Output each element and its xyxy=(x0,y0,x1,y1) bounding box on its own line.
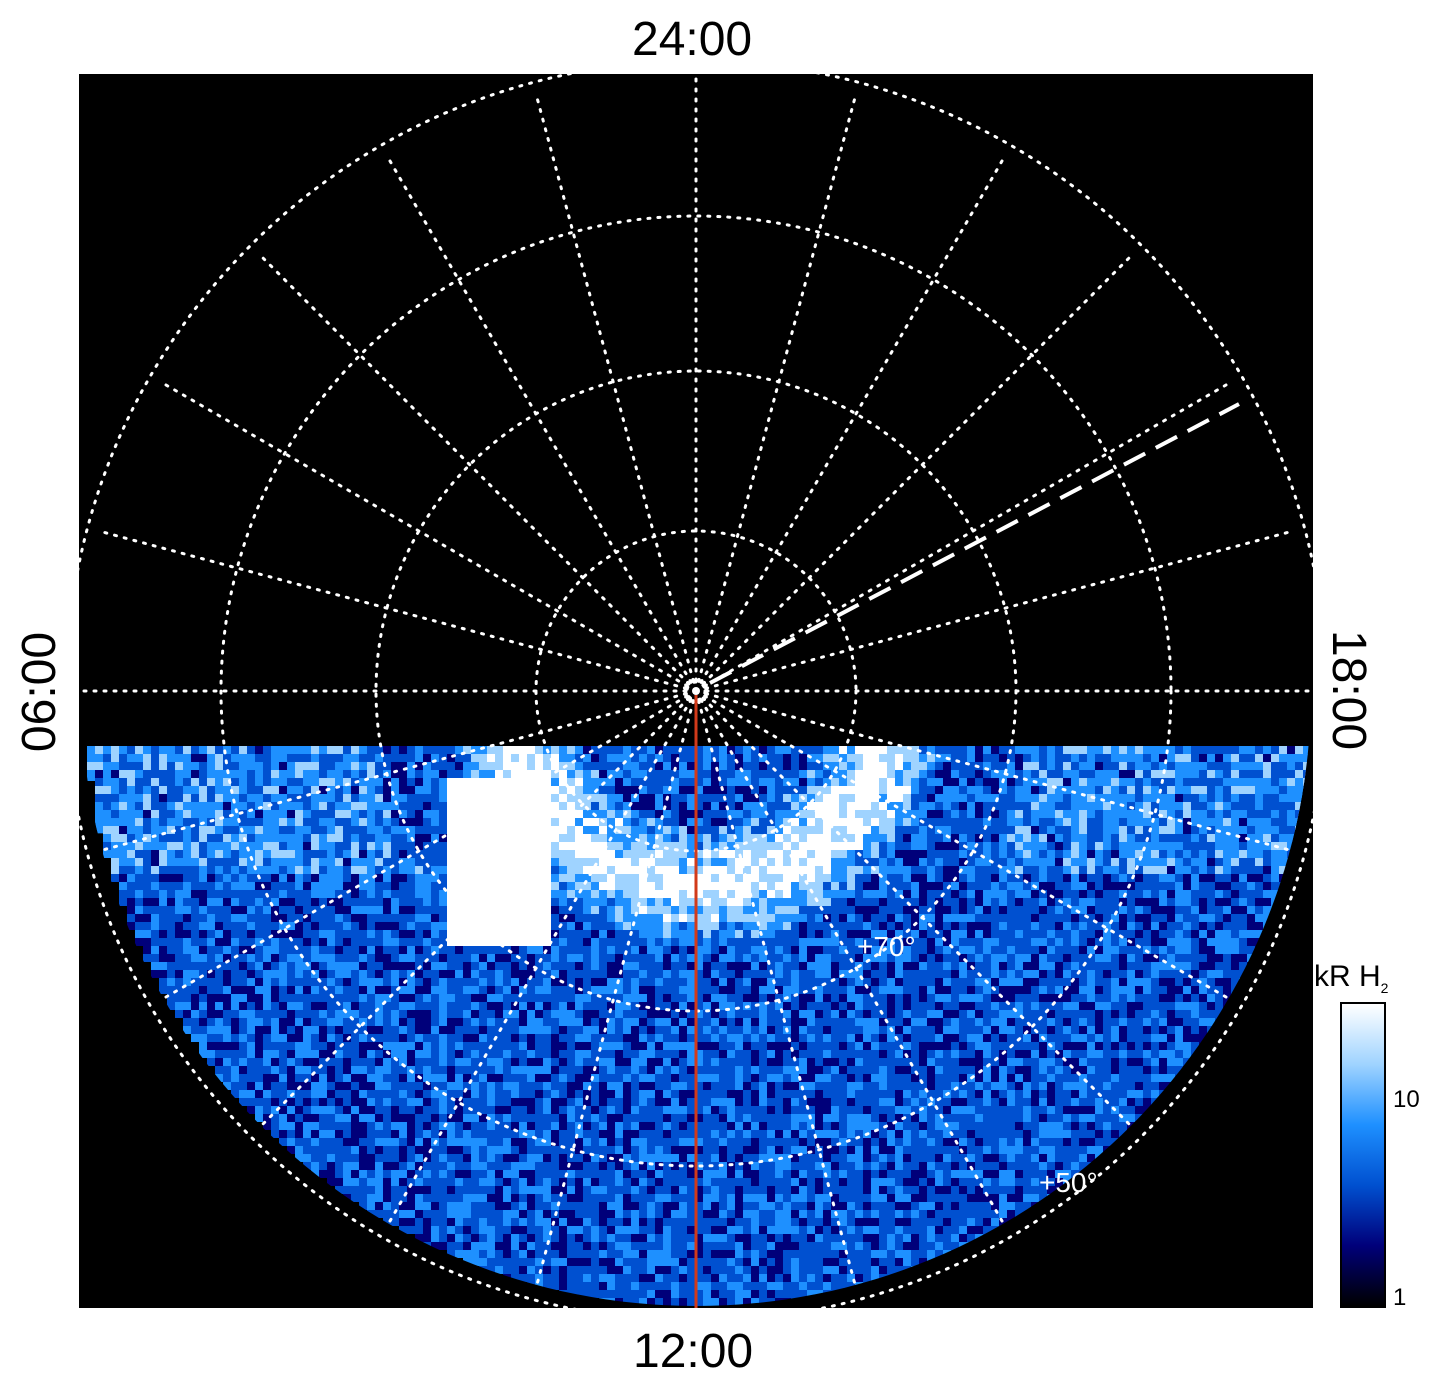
overlay-marks xyxy=(683,402,1240,1308)
pole-dot xyxy=(692,687,700,695)
label-18: 18:00 xyxy=(1322,629,1375,751)
lon-spoke-7 xyxy=(535,689,698,1287)
lon-spoke-14 xyxy=(161,382,698,693)
lon-spoke-11 xyxy=(100,689,698,852)
lon-spoke-5 xyxy=(694,689,857,1287)
lon-spoke-21 xyxy=(694,254,1133,693)
label-06: 06:00 xyxy=(13,631,66,753)
lat-circle-3 xyxy=(219,214,1173,1168)
colorbar-title: kR H2 xyxy=(1314,960,1389,996)
lon-spoke-20 xyxy=(694,156,1005,693)
lat-lon-grid xyxy=(79,74,1313,1308)
lon-spoke-13 xyxy=(100,530,698,693)
lon-spoke-19 xyxy=(694,95,857,693)
polar-aurora-image: +70° +50° xyxy=(79,74,1313,1308)
lon-spoke-9 xyxy=(259,689,698,1128)
lon-spoke-8 xyxy=(387,689,698,1226)
dashed-direction-line xyxy=(709,402,1240,685)
lon-spoke-10 xyxy=(161,689,698,1000)
lon-spoke-1 xyxy=(694,689,1292,852)
colorbar-tick-10: 10 xyxy=(1393,1086,1420,1113)
lon-spoke-16 xyxy=(387,156,698,693)
colorbar-tick-1: 1 xyxy=(1393,1284,1407,1311)
lon-spoke-22 xyxy=(694,382,1231,693)
lat-label-70: +70° xyxy=(857,931,916,962)
label-24: 24:00 xyxy=(632,13,753,66)
lon-spoke-17 xyxy=(535,95,698,693)
lon-spoke-15 xyxy=(259,254,698,693)
lon-spoke-4 xyxy=(694,689,1005,1226)
lon-spoke-2 xyxy=(694,689,1231,1000)
lon-spoke-3 xyxy=(694,689,1133,1128)
lon-spoke-23 xyxy=(694,530,1292,693)
lat-label-50: +50° xyxy=(1039,1167,1098,1198)
colorbar xyxy=(1340,1002,1386,1308)
label-12: 12:00 xyxy=(633,1325,754,1378)
